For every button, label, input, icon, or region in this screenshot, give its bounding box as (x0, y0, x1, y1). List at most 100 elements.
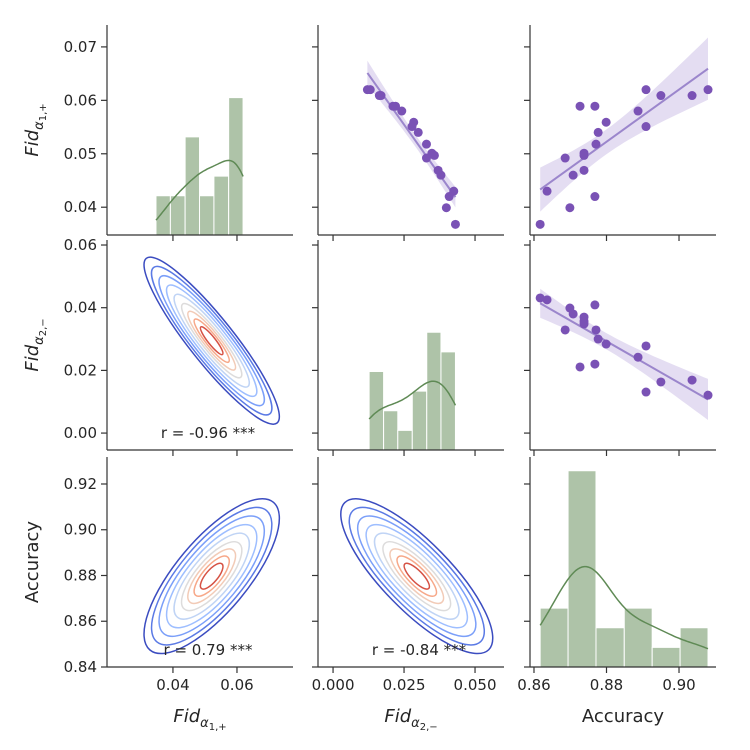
panel: r = -0.84 *** 0.000 0.025 0.050 (312, 457, 504, 694)
point (687, 375, 697, 385)
plot-area (143, 256, 281, 425)
density-contour (158, 274, 266, 407)
density-contour (165, 523, 258, 629)
point (407, 122, 417, 132)
density-contour (173, 293, 251, 388)
x-tick-label: 0.88 (590, 676, 623, 694)
point (703, 390, 713, 400)
density-contour (382, 541, 452, 612)
density-contour (193, 555, 230, 597)
point (590, 192, 600, 202)
point (641, 85, 651, 95)
x-axis-label: Accuracy (582, 706, 665, 727)
density-contour (165, 284, 258, 398)
density-contour (199, 562, 224, 590)
panel (524, 25, 716, 241)
y-axis-label: Fidα2,− (22, 318, 49, 371)
density-contour (143, 498, 281, 655)
plot-area (340, 498, 494, 655)
kde-line (539, 565, 709, 650)
label-sub: α (32, 121, 47, 130)
correlation-label: r = -0.96 *** (161, 424, 256, 442)
hist-bar (595, 627, 625, 667)
x-tick-label: 0.050 (454, 676, 497, 694)
point (542, 295, 552, 305)
point (579, 148, 589, 158)
point (433, 165, 443, 175)
point (568, 309, 578, 319)
confidence-band (540, 37, 708, 212)
point (579, 165, 589, 175)
regression-line (539, 302, 709, 401)
point (633, 352, 643, 362)
point (590, 101, 600, 111)
regression-line (539, 67, 709, 191)
correlation-label: r = 0.79 *** (164, 641, 253, 659)
density-contour (365, 523, 469, 629)
y-tick-label: 0.07 (64, 38, 97, 56)
y-tick-label: 0.06 (64, 91, 97, 109)
point (687, 91, 697, 101)
hist-bar (199, 195, 215, 235)
y-tick-label: 0.06 (64, 236, 97, 254)
point (413, 127, 423, 137)
plot-area (362, 60, 460, 229)
point (656, 377, 666, 387)
hist-bar (539, 607, 569, 667)
y-tick-label: 0.88 (64, 566, 97, 584)
plot-area (539, 470, 709, 667)
hist-bar (169, 195, 186, 235)
label-main: Fid (384, 706, 411, 727)
panel: 0.04 0.05 0.06 0.07 (64, 25, 293, 241)
hist-bar (228, 97, 244, 235)
point (591, 325, 601, 335)
density-contour (143, 256, 281, 425)
point (397, 106, 407, 116)
panel (312, 25, 504, 241)
density-contour (199, 326, 224, 356)
x-axis-label: Fidα2,− (384, 706, 437, 733)
label-main: Accuracy (22, 521, 43, 604)
panel: r = -0.96 *** 0.00 0.02 0.04 0.06 (64, 236, 293, 456)
x-axis-label: Fidα1,+ (173, 706, 226, 733)
density-contour (150, 265, 273, 416)
density-contour (180, 302, 243, 379)
label-subsub: 1,+ (209, 722, 227, 733)
label-main: Fid (22, 129, 43, 156)
hist-bar (440, 351, 456, 450)
density-contour (396, 555, 438, 597)
point (441, 203, 451, 213)
density-contour (373, 532, 460, 620)
density-contour (150, 506, 273, 646)
hist-bar (623, 607, 653, 667)
point (593, 127, 603, 137)
label-subsub: 2,− (420, 722, 438, 733)
point (568, 170, 578, 180)
point (590, 300, 600, 310)
y-tick-label: 0.86 (64, 612, 97, 630)
x-tick-label: 0.04 (156, 676, 189, 694)
x-tick-label: 0.90 (662, 676, 695, 694)
density-contour (158, 515, 266, 638)
point (633, 106, 643, 116)
correlation-label: r = -0.84 *** (372, 641, 467, 659)
kde-line (155, 159, 244, 221)
x-tick-label: 0.86 (517, 676, 550, 694)
hist-bar (651, 646, 681, 667)
point (535, 219, 545, 229)
point (601, 339, 611, 349)
hist-bar (397, 429, 413, 450)
point (535, 293, 545, 303)
y-tick-label: 0.84 (64, 658, 97, 676)
hist-bar (426, 331, 442, 450)
point (565, 203, 575, 213)
density-contour (340, 498, 494, 655)
y-axis-label: Fidα1,+ (22, 103, 49, 156)
plot-area (535, 37, 713, 229)
hist-bar (383, 410, 399, 450)
density-contour (187, 310, 237, 371)
hist-bar (184, 136, 201, 235)
label-main: Accuracy (582, 706, 665, 727)
point (542, 186, 552, 196)
